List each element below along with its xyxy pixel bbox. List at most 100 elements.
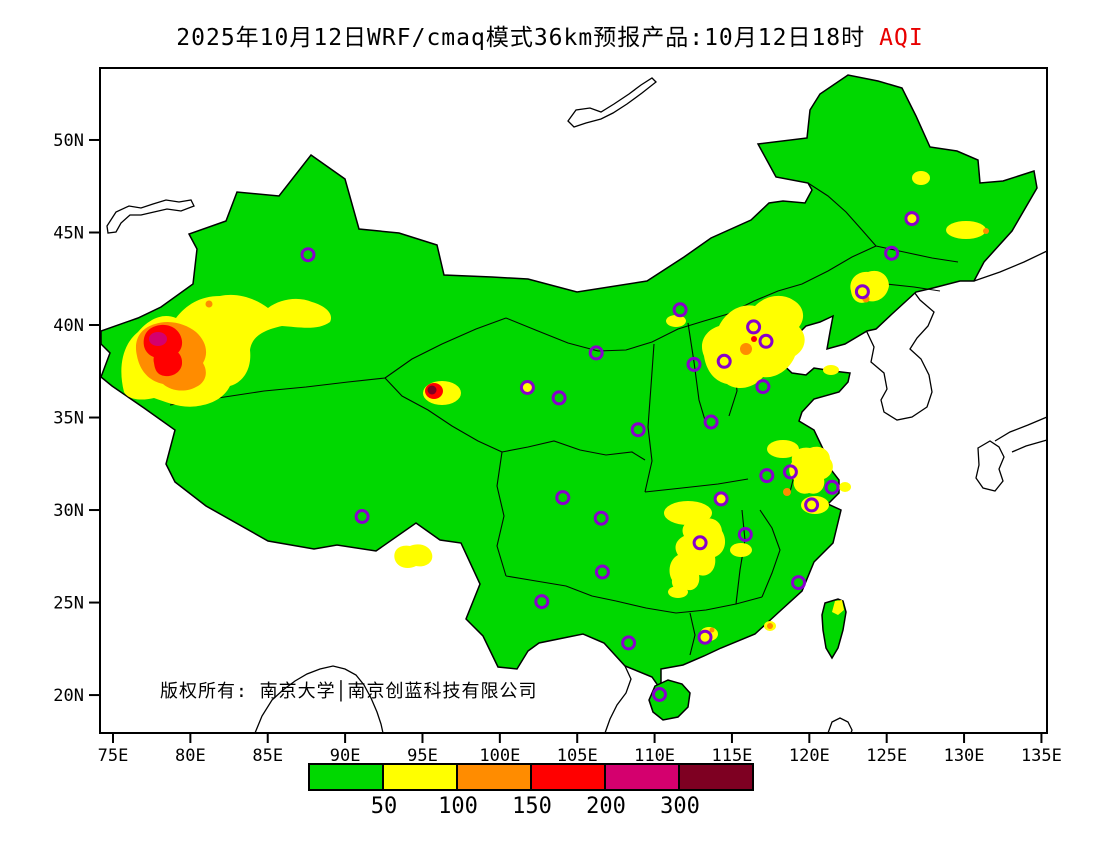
city-marker-yinchuan (588, 345, 604, 361)
city-marker-nanchang (737, 527, 753, 542)
china-landmass-group (100, 74, 1038, 721)
city-marker-lanzhou (551, 390, 567, 406)
legend-swatch-3 (530, 763, 606, 791)
contour-delta-yellow-north (767, 440, 799, 458)
lon-tick-label: 100E (479, 746, 520, 766)
city-marker-guangzhou (697, 629, 713, 645)
lat-tick-label: 50N (53, 131, 84, 151)
city-marker-beijing (746, 319, 762, 335)
legend-boundary-label: 150 (512, 794, 552, 819)
city-marker-changsha (692, 535, 708, 551)
contour-ne-east-yellow (946, 221, 986, 239)
city-marker-hohhot (672, 302, 688, 318)
city-marker-chongqing (593, 510, 609, 526)
legend-boundary-label: 100 (438, 794, 478, 819)
copyright-text: 版权所有: 南京大学│南京创蓝科技有限公司 (160, 680, 538, 702)
legend-swatch-0 (308, 763, 384, 791)
city-marker-chengdu (555, 490, 571, 506)
japan-shikoku-outline (1011, 439, 1048, 453)
map-frame (99, 67, 1048, 734)
vietnam-coast-outline (604, 665, 632, 734)
lon-tick-label: 125E (866, 746, 907, 766)
city-marker-hangzhou (804, 497, 820, 513)
city-marker-changchun (884, 245, 900, 261)
lon-tick-label: 120E (789, 746, 830, 766)
lon-tick-label: 90E (330, 746, 361, 766)
lat-tick-label: 35N (53, 409, 84, 429)
city-marker-tianjin (758, 333, 774, 349)
page-title: 2025年10月12日WRF/cmaq模式36km预报产品:10月12日18时 A… (0, 18, 1100, 52)
contour-jiangxi-yellow (730, 543, 752, 557)
legend-swatches (308, 763, 778, 791)
city-marker-xining (519, 380, 535, 395)
city-marker-shanghai (824, 479, 840, 495)
contour-ne-small-yellow (912, 171, 930, 185)
lake-baikal-outline (567, 77, 657, 128)
lat-tick-label: 45N (53, 223, 84, 243)
contour-hunan-yellow (669, 518, 726, 591)
bay-of-bengal-coast-outline (254, 665, 384, 734)
russia-coast-outline (973, 250, 1048, 282)
city-marker-hefei (759, 468, 775, 484)
city-marker-guiyang (594, 564, 610, 580)
city-marker-nanjing (782, 464, 798, 480)
city-marker-wuhan (713, 491, 729, 507)
lon-tick-label: 130E (944, 746, 985, 766)
contour-ncp-red-dot (751, 336, 757, 342)
contour-guangzhou-orange-dot (709, 627, 715, 633)
lon-tick-label: 95E (407, 746, 438, 766)
contour-taiwan-yellow (832, 600, 844, 615)
neighbor-outlines (106, 77, 1048, 734)
lat-tick-label: 25N (53, 594, 84, 614)
japan-honshu-outline (994, 416, 1048, 442)
contour-delta-orange-dot (783, 488, 791, 496)
title-main: 2025年10月12日WRF/cmaq模式36km预报产品:10月12日18时 (176, 25, 866, 51)
legend-swatch-5 (678, 763, 754, 791)
lat-tick-label: 40N (53, 316, 84, 336)
legend-swatch-4 (604, 763, 680, 791)
city-marker-nanning (621, 635, 637, 651)
contour-delta-yellow-main (789, 446, 833, 494)
city-marker-kunming (534, 594, 550, 610)
contour-aksu-orange-dot (205, 300, 213, 308)
contour-tarim-magenta-core (149, 332, 167, 346)
china-mainland (100, 74, 1038, 693)
legend-boundary-label: 200 (586, 794, 626, 819)
legend-swatch-1 (382, 763, 458, 791)
contour-himalaya-yellow (394, 544, 433, 568)
contour-ne-east-orange-dot (983, 228, 989, 234)
city-marker-taiyuan (686, 356, 702, 372)
legend-swatch-2 (456, 763, 532, 791)
lon-tick-label: 115E (711, 746, 752, 766)
contour-ncp-west-yellow (666, 315, 686, 327)
luzon-outline (827, 717, 853, 734)
province-boundaries (169, 182, 959, 656)
lat-tick-label: 30N (53, 501, 84, 521)
contour-shantou-orange-dot (767, 623, 773, 629)
city-marker-jinan (755, 379, 771, 395)
city-marker-harbin (904, 211, 920, 227)
lon-tick-label: 80E (175, 746, 206, 766)
city-marker-shenyang (854, 284, 870, 300)
korea-peninsula-outline (865, 284, 935, 421)
lon-tick-label: 110E (634, 746, 675, 766)
contour-shanghai-yellow (839, 482, 851, 492)
lat-tick-label: 20N (53, 686, 84, 706)
city-marker-shijiazhuang (716, 353, 732, 369)
city-marker-haikou (652, 687, 667, 702)
legend-boundary-label: 300 (660, 794, 700, 819)
contour-ncp-orange-dot (740, 343, 752, 355)
lon-tick-label: 105E (557, 746, 598, 766)
city-marker-fuzhou (791, 575, 806, 591)
city-marker-urumqi (300, 247, 316, 263)
contour-qaidam-maroon-core (427, 385, 437, 395)
city-marker-zhengzhou (703, 414, 719, 430)
contour-hubei-yellow (664, 501, 712, 525)
contour-tarim-red-south (153, 348, 183, 377)
lon-tick-label: 135E (1021, 746, 1062, 766)
city-marker-xian (630, 422, 646, 438)
legend-boundary-label: 50 (370, 794, 398, 819)
contour-hunan-south-yellow (668, 586, 688, 598)
